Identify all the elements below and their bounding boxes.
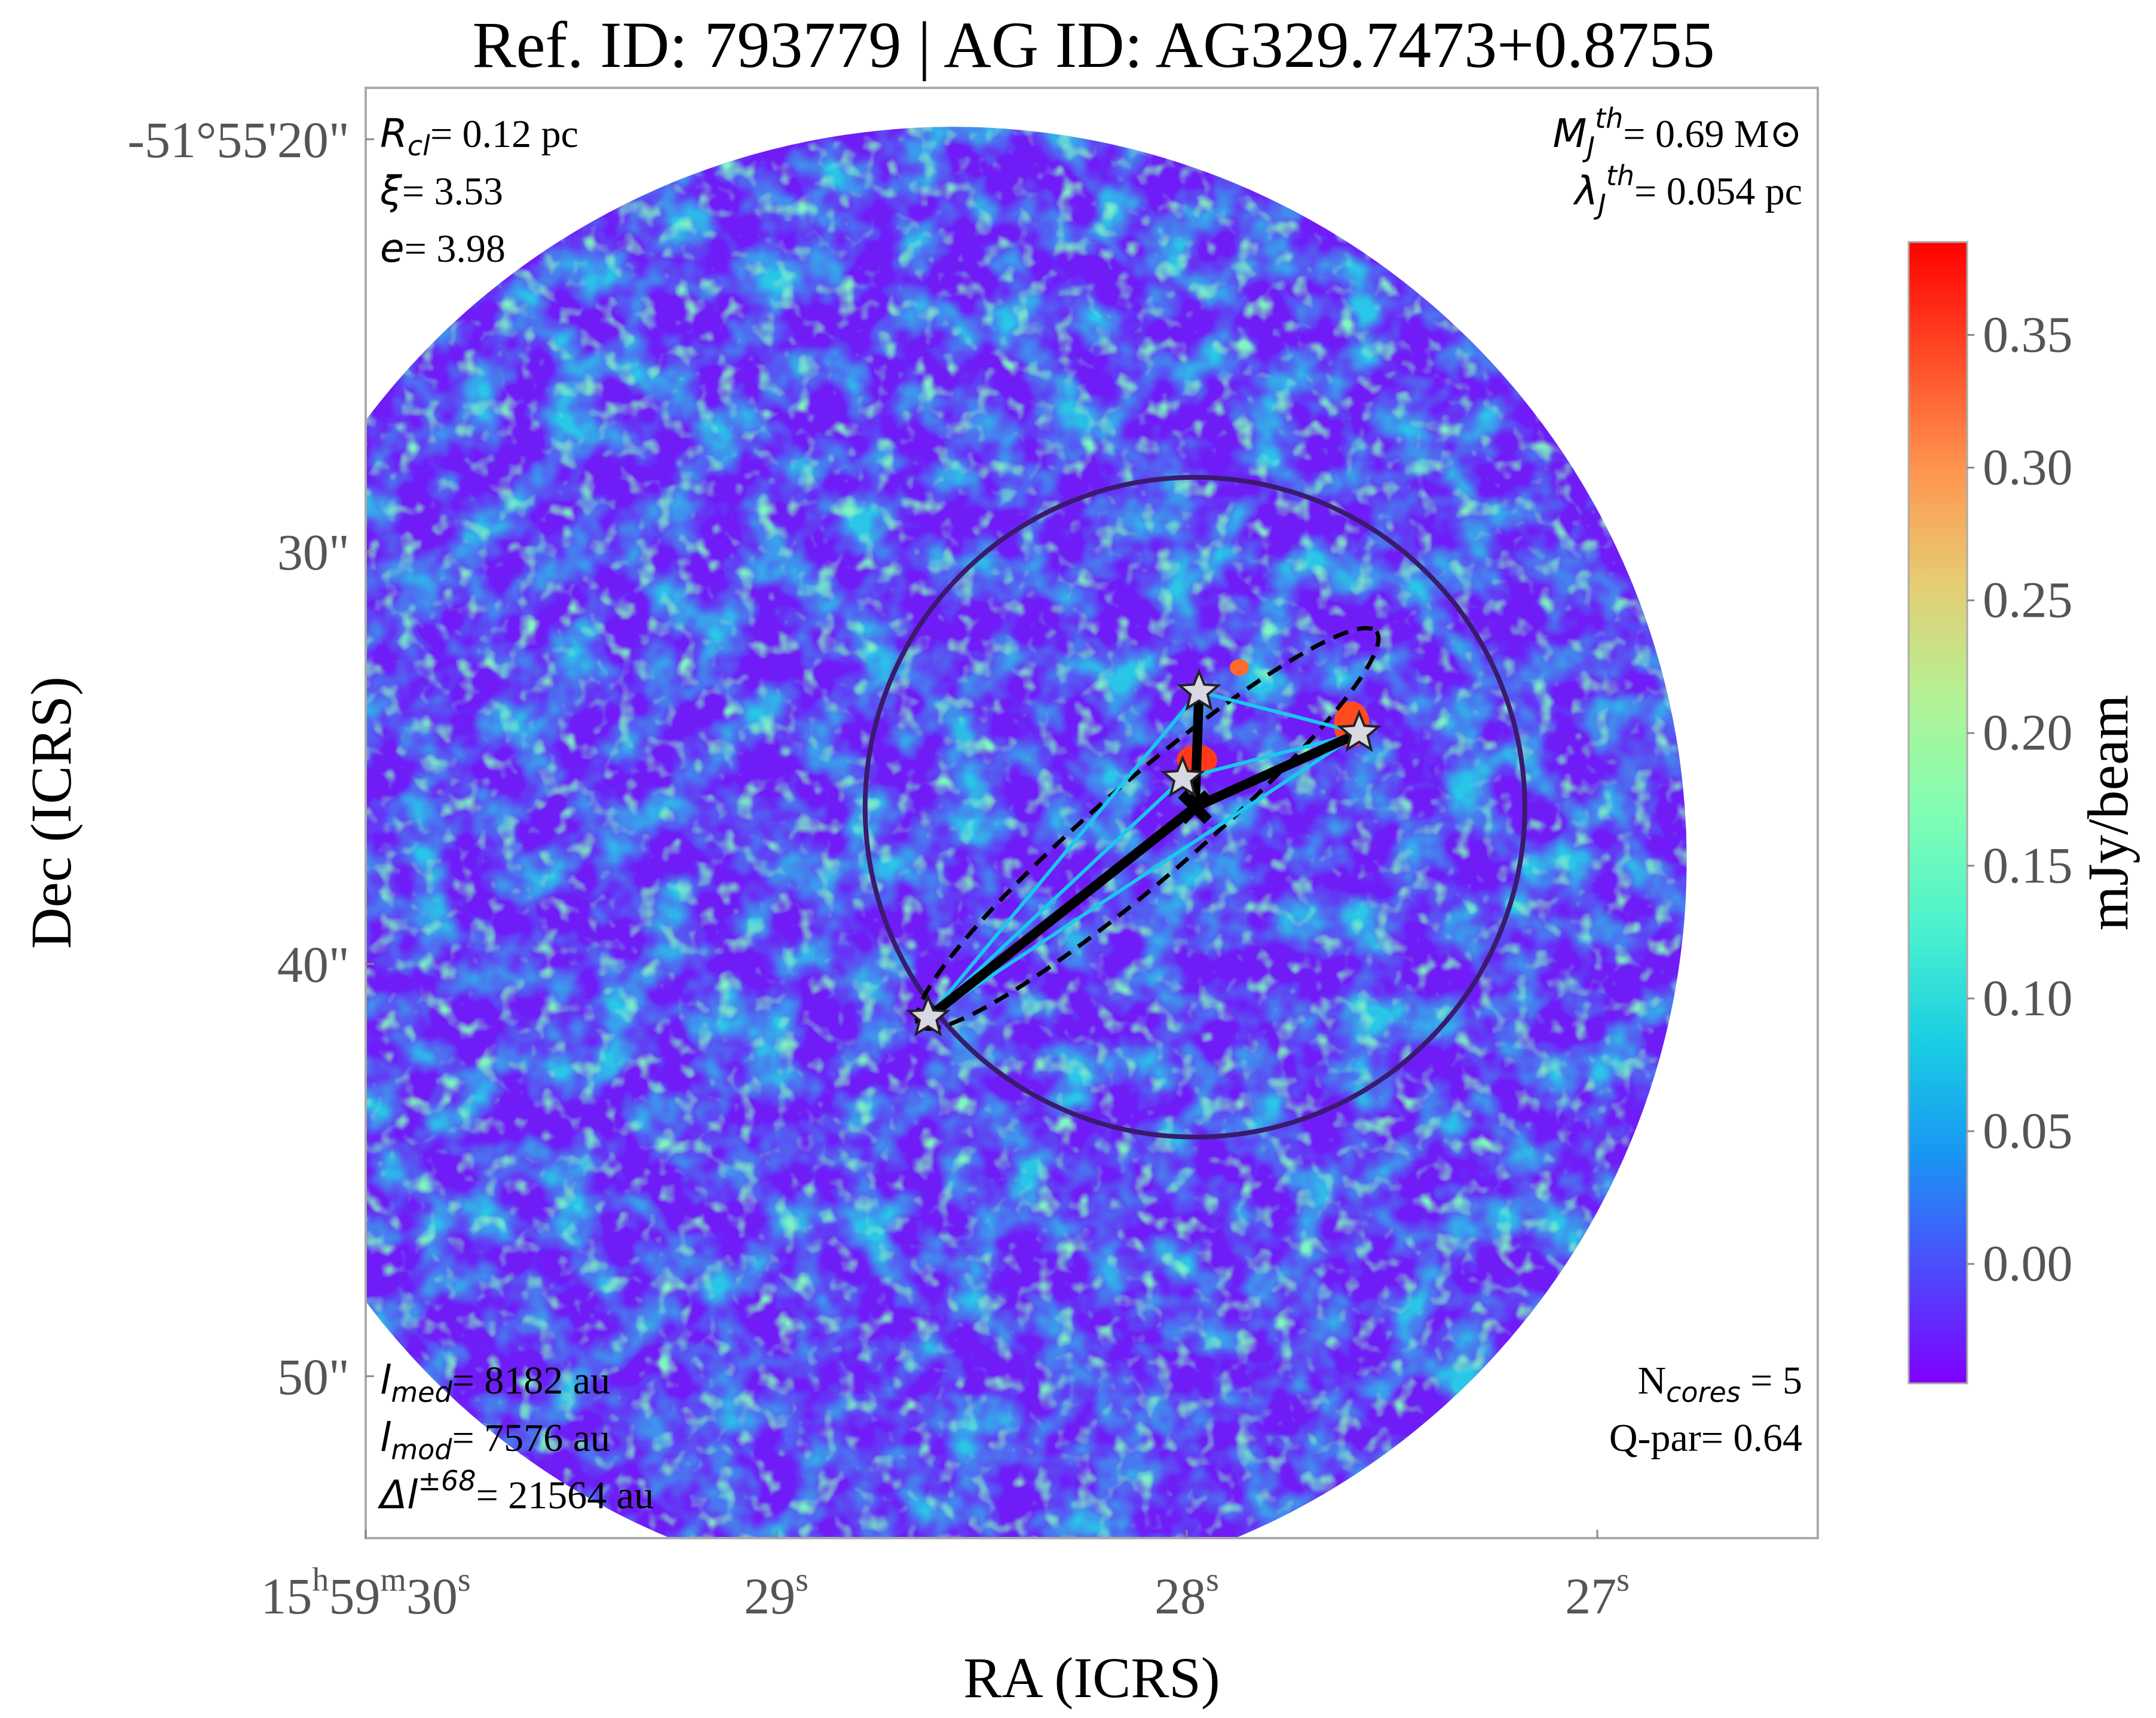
- core-star-marker: [1160, 755, 1205, 798]
- x-tick-label: 28s: [1154, 1561, 1219, 1625]
- chart-title: Ref. ID: 793779 | AG ID: AG329.7473+0.87…: [472, 8, 1714, 81]
- emission-peak-north: [1230, 659, 1249, 676]
- colorbar-tick-label: 0.35: [1983, 305, 2073, 363]
- annotation-top-left: ξ= 3.53: [379, 168, 503, 214]
- x-tick-label: 27s: [1565, 1561, 1630, 1625]
- mst-edge: [923, 802, 1200, 1022]
- annotation-bottom-right: Ncores = 5: [1637, 1359, 1802, 1408]
- y-tick-label: 50": [277, 1348, 350, 1405]
- colorbar-tick-label: 0.00: [1983, 1235, 2073, 1292]
- colorbar-tick-label: 0.30: [1983, 439, 2073, 496]
- y-axis-ticks: -51°55'20" 30" 40" 50": [127, 111, 374, 1405]
- x-axis-label: RA (ICRS): [963, 1646, 1220, 1710]
- colorbar-label: mJy/beam: [2076, 695, 2140, 931]
- annotation-bottom-left: Δl±68= 21564 au: [377, 1465, 654, 1518]
- y-tick-label: -51°55'20": [127, 111, 350, 169]
- cluster-center-marker: [1178, 790, 1212, 825]
- colorbar-tick-label: 0.25: [1983, 571, 2073, 629]
- graph-edge: [1198, 690, 1360, 735]
- axes-frame: [365, 87, 1819, 1539]
- annotation-top-right: MJth= 0.69 M⊙: [1553, 102, 1802, 163]
- annotation-bottom-left: lmed= 8182 au: [380, 1357, 610, 1408]
- x-tick-label: 29s: [744, 1561, 808, 1625]
- colorbar-ticks: 0.00 0.05 0.10 0.15 0.20 0.25 0.30 0.35: [1967, 305, 2073, 1292]
- graph-edge: [927, 777, 1184, 1019]
- colorbar-tick-label: 0.10: [1983, 969, 2073, 1027]
- graph-edge: [926, 690, 1200, 1019]
- annotation-bottom-right: Q-par= 0.64: [1609, 1416, 1802, 1460]
- graph-edge: [1182, 731, 1360, 780]
- annotations: Rcl= 0.12 pc ξ= 3.53 e= 3.98 MJth= 0.69 M⊙λ…: [377, 102, 1802, 1518]
- annotation-top-left: e= 3.98: [380, 225, 506, 271]
- graph-edge: [927, 731, 1361, 1019]
- colorbar-tick-label: 0.20: [1983, 704, 2073, 761]
- annotation-bottom-left: lmod= 7576 au: [380, 1414, 610, 1466]
- core-star-marker: [1177, 668, 1221, 711]
- x-tick-label: 15h59m30s: [261, 1561, 470, 1625]
- colorbar: [1907, 241, 1968, 1385]
- colorbar-tick-label: 0.15: [1983, 837, 2073, 894]
- intensity-map: [366, 127, 1687, 1538]
- y-axis-label: Dec (ICRS): [19, 676, 83, 949]
- annotation-top-right: λJth= 0.054 pc: [1573, 160, 1802, 221]
- colorbar-tick-label: 0.05: [1983, 1102, 2073, 1159]
- overlays: [862, 474, 1527, 1140]
- y-tick-label: 30": [277, 523, 350, 581]
- cluster-radius-circle: [862, 474, 1527, 1140]
- y-tick-label: 40": [277, 936, 350, 993]
- annotation-top-left: Rcl= 0.12 pc: [380, 111, 578, 162]
- mst-edge: [1190, 687, 1204, 812]
- x-axis-ticks: 15h59m30s 29s 28s 27s: [261, 1530, 1630, 1625]
- mst-edge: [1190, 728, 1364, 812]
- core-star-marker: [1337, 709, 1382, 752]
- map-noise: [366, 127, 1687, 1538]
- core-star-marker: [905, 994, 951, 1037]
